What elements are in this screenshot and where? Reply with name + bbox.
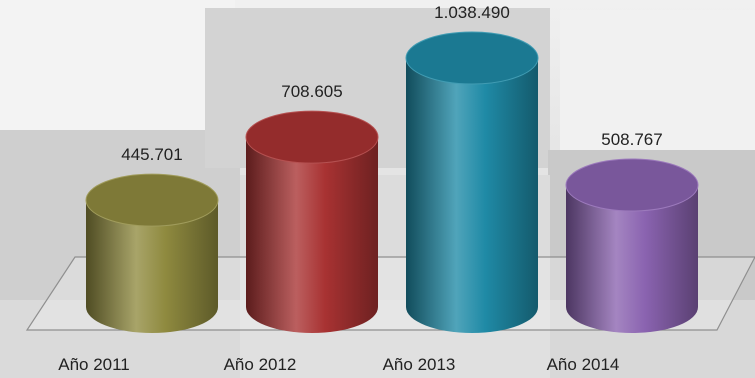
value-label: 508.767	[601, 130, 662, 149]
category-label: Año 2013	[383, 355, 456, 374]
value-label: 1.038.490	[434, 3, 510, 22]
bar-body	[566, 185, 698, 333]
bar-top-cap	[85, 173, 219, 227]
bar-body	[406, 58, 538, 333]
bar-año-2014	[565, 158, 699, 333]
value-labels-layer: 445.701 708.605 1.038.490 508.767	[121, 3, 662, 164]
bar-body	[246, 137, 378, 333]
category-label: Año 2012	[224, 355, 297, 374]
bars-layer	[85, 31, 699, 333]
category-label: Año 2011	[58, 355, 130, 374]
value-label: 445.701	[121, 145, 182, 164]
category-label: Año 2014	[547, 355, 620, 374]
bar-top-cap	[245, 110, 379, 164]
bar-top-cap	[405, 31, 539, 85]
bar-top-cap	[565, 158, 699, 212]
bar-año-2012	[245, 110, 379, 333]
value-label: 708.605	[281, 82, 342, 101]
bar-año-2013	[405, 31, 539, 333]
category-labels-layer: Año 2011 Año 2012 Año 2013 Año 2014	[58, 355, 619, 374]
bar-año-2011	[85, 173, 219, 333]
bar-body	[86, 200, 218, 333]
